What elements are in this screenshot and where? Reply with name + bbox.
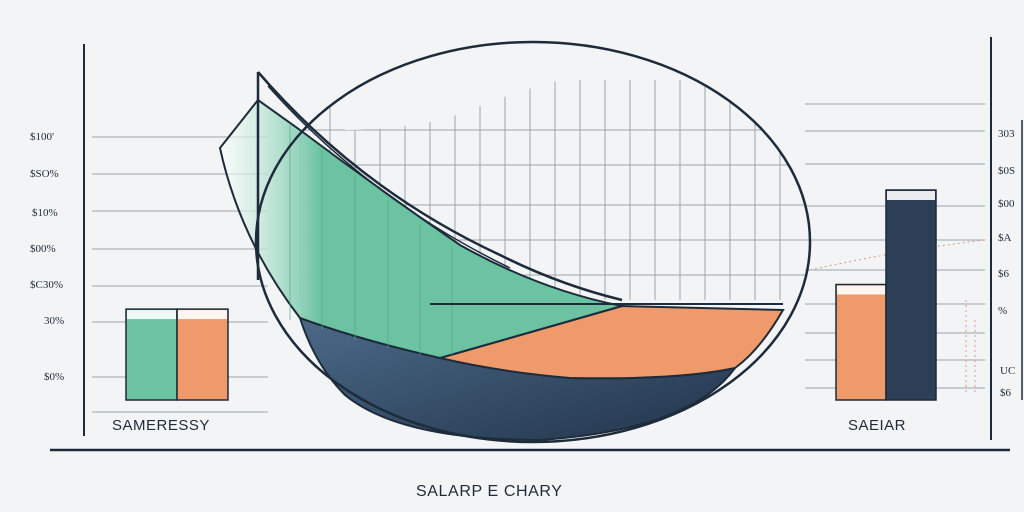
green-stripes (289, 125, 453, 355)
left-bar-caption: SAMERESSY (112, 417, 210, 434)
bar (885, 189, 937, 401)
bar (176, 308, 229, 401)
left-tick-label: $100' (30, 131, 54, 143)
right-tick-label: $A (998, 232, 1012, 244)
left-tick-label: $C30% (30, 279, 63, 291)
bar (835, 283, 887, 401)
right-bar-group (835, 189, 937, 401)
right-tick-label: 303 (998, 128, 1015, 140)
diagonal-curve-inner (267, 85, 511, 269)
chart-title: SALARP E CHARY (416, 483, 563, 500)
right-tick-label: $0S (998, 165, 1015, 177)
right-tick-label: UC (1000, 365, 1015, 377)
left-tick-label: $0% (44, 371, 64, 383)
left-tick-label: 30% (44, 315, 64, 327)
left-tick-label: $00% (30, 243, 56, 255)
right-tick-label: $6 (998, 268, 1010, 280)
bar-highlight (887, 191, 935, 200)
left-tick-labels: $100' $SO% $10% $00% $C30% 30% $0% (30, 131, 64, 383)
bowl-outline (254, 40, 812, 444)
right-tick-label: $00 (998, 198, 1015, 210)
right-bar-caption: SAEIAR (848, 417, 906, 434)
left-bar-group (125, 308, 229, 401)
bar-highlight (837, 285, 885, 295)
bowl-chart (218, 40, 812, 444)
bar-highlight (127, 310, 176, 320)
left-tick-label: $SO% (30, 168, 59, 180)
bar-highlight (178, 310, 227, 320)
left-tick-label: $10% (32, 207, 58, 219)
diagonal-curve (257, 71, 623, 302)
right-tick-label: % (998, 305, 1007, 317)
orange-area (436, 304, 785, 380)
bowl-top-wave (345, 60, 700, 130)
bar (125, 308, 178, 401)
green-area (218, 98, 623, 360)
right-tick-label: $6 (1000, 387, 1012, 399)
right-tick-labels: 303 $0S $00 $A $6 % UC $6 (998, 128, 1015, 399)
